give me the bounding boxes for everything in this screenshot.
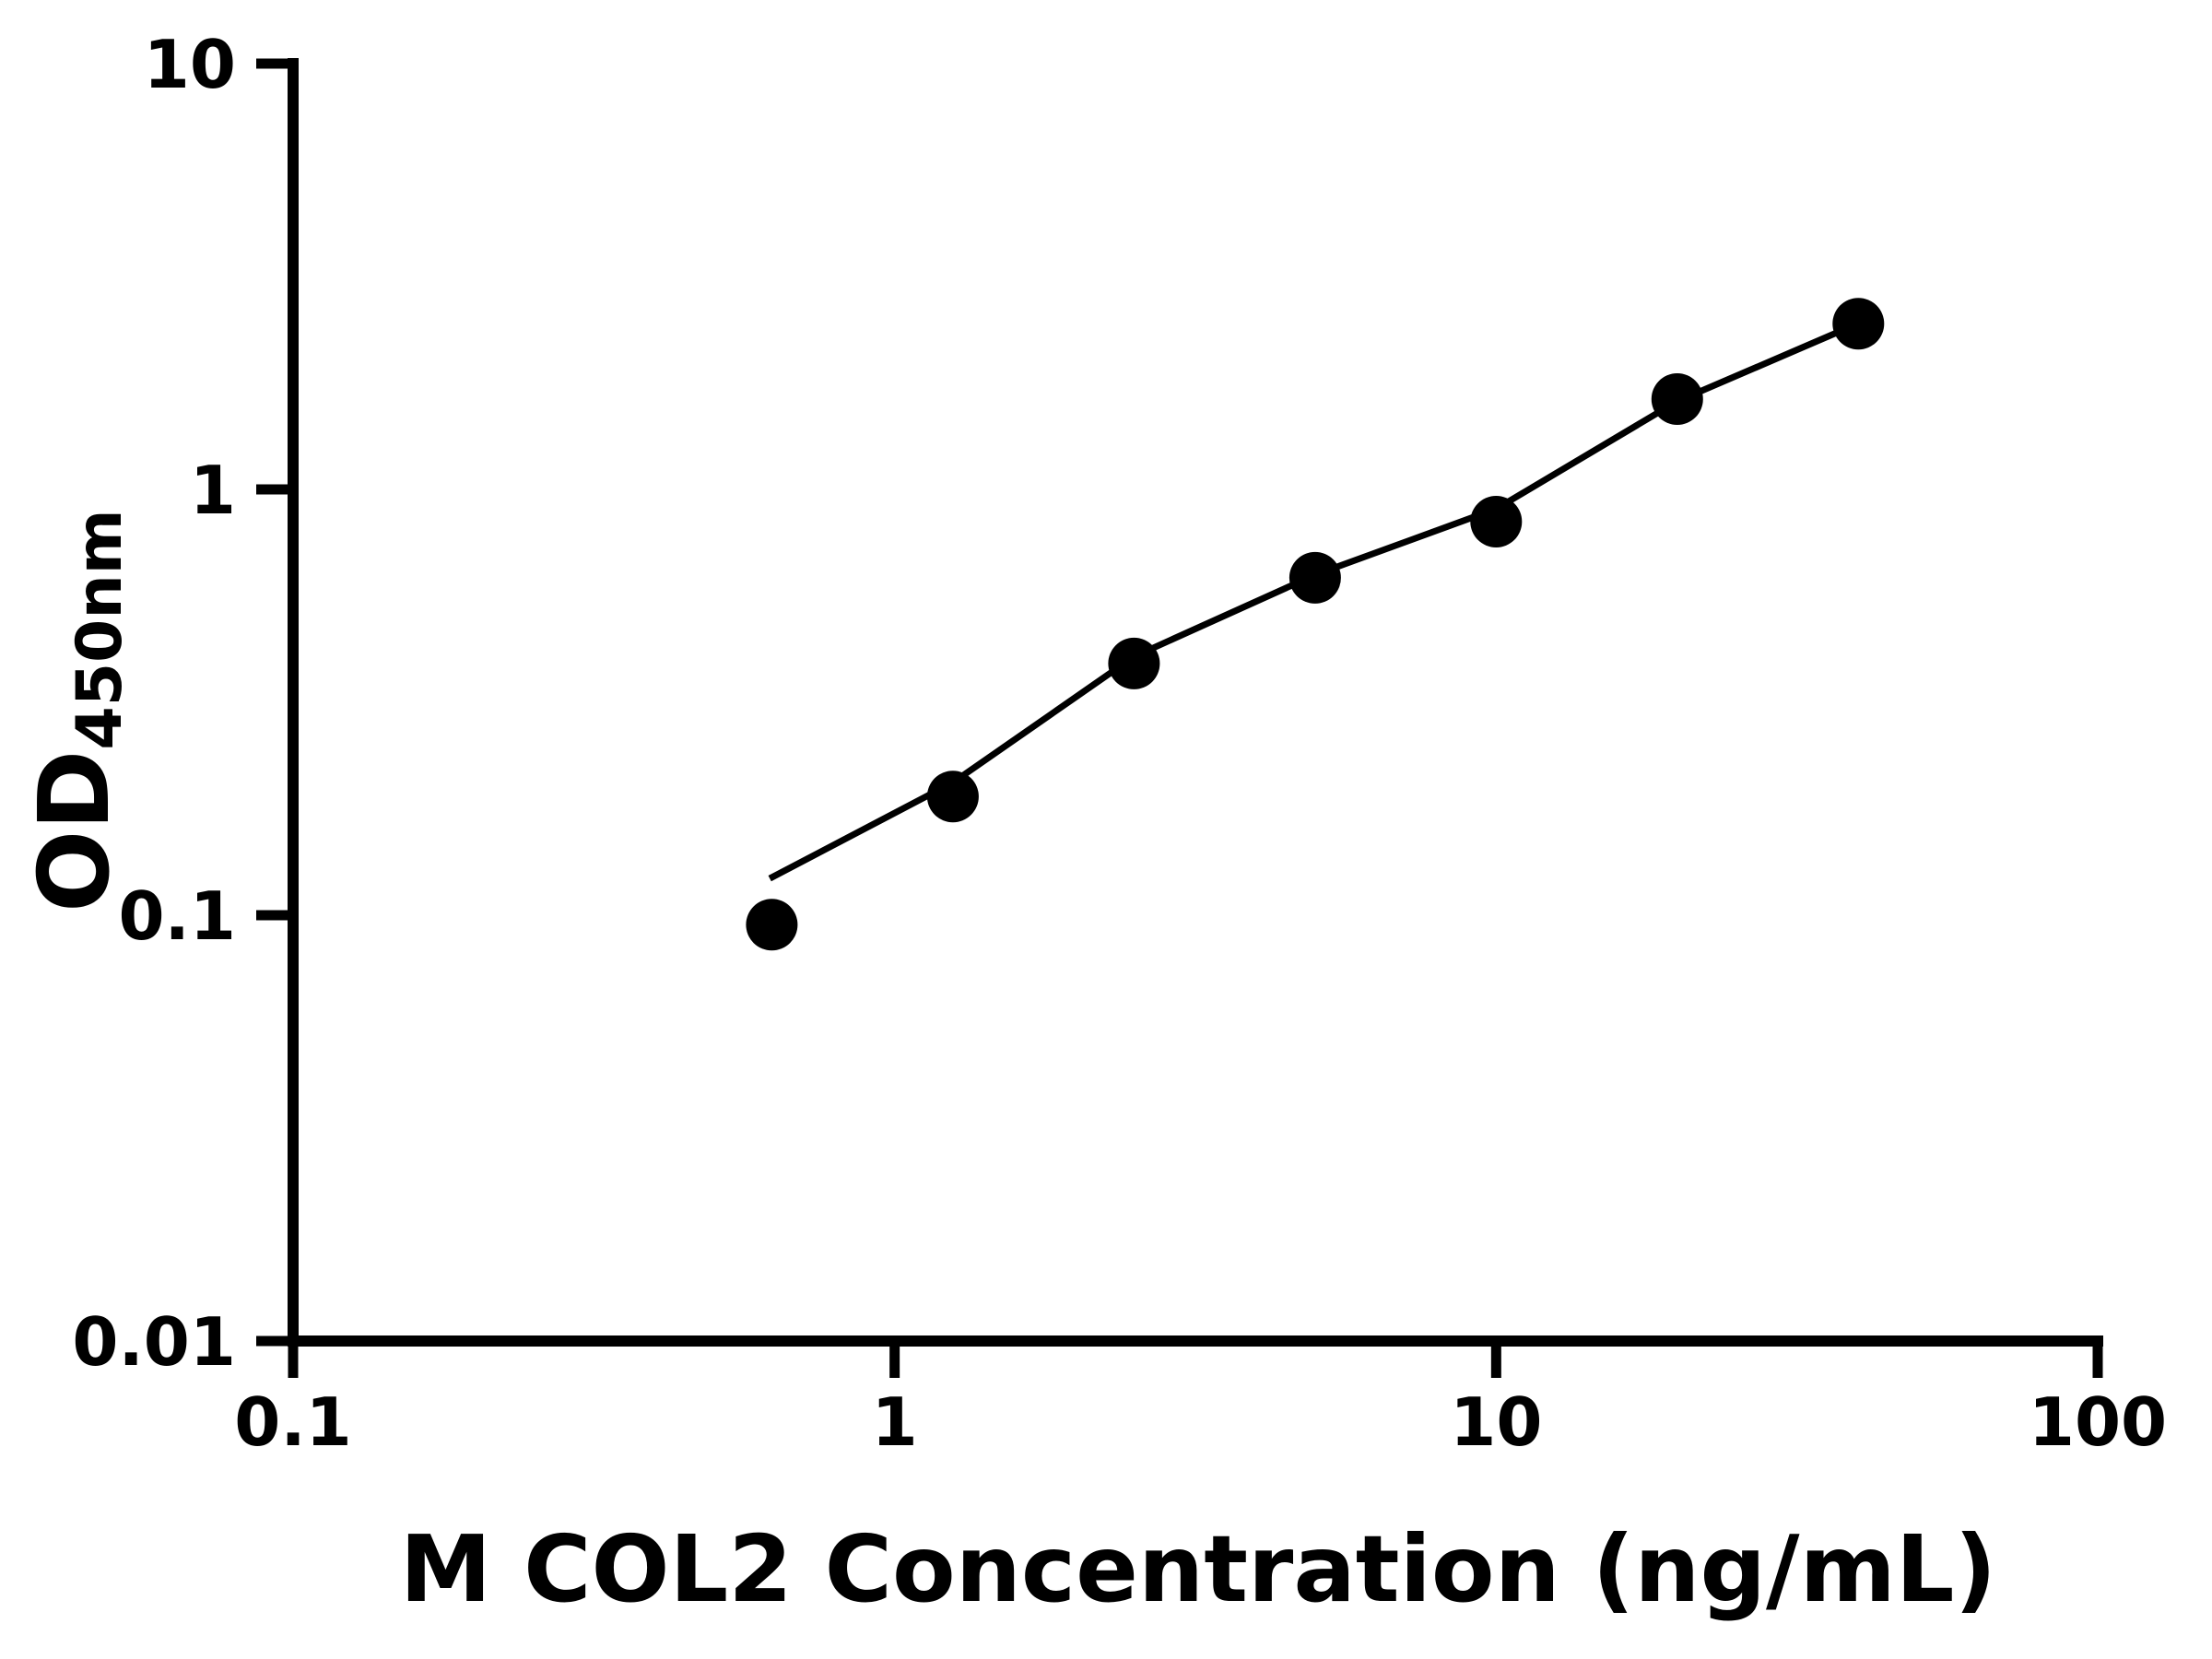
x-tick-label: 0.1 — [234, 1383, 352, 1461]
y-tick-label: 1 — [190, 452, 236, 529]
data-point — [746, 899, 798, 951]
x-tick-label: 100 — [2029, 1383, 2167, 1461]
y-tick-label: 0.1 — [118, 877, 236, 955]
data-point — [1108, 637, 1160, 689]
x-tick-label: 10 — [1450, 1383, 1542, 1461]
y-tick-label: 0.01 — [72, 1303, 236, 1381]
y-axis-title: OD450nm — [18, 509, 136, 912]
y-tick-label: 10 — [144, 26, 236, 103]
data-point — [1651, 373, 1703, 425]
data-point — [926, 771, 979, 823]
y-axis-title-subscript: 450nm — [64, 509, 136, 749]
data-point — [1470, 496, 1523, 547]
x-tick-label: 1 — [872, 1383, 918, 1461]
x-axis-title: M COL2 Concentration (ng/mL) — [400, 1515, 1996, 1623]
data-point — [1832, 298, 1885, 350]
data-point — [1288, 551, 1341, 604]
y-axis-title-main: OD — [18, 750, 131, 912]
